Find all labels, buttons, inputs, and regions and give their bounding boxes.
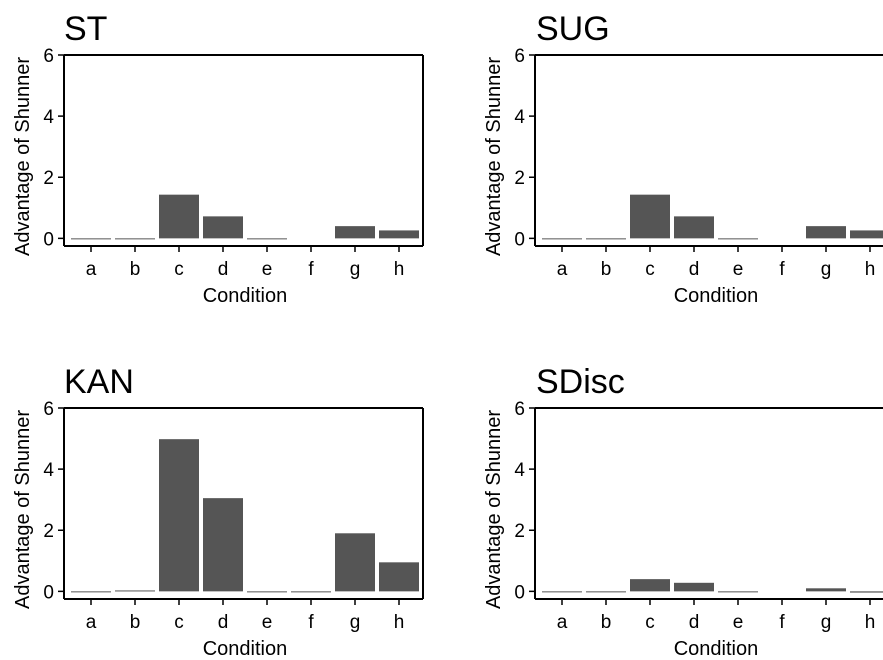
y-tick-label: 4 bbox=[514, 460, 525, 481]
x-tick-label: f bbox=[308, 612, 314, 633]
y-tick-label: 6 bbox=[514, 399, 525, 420]
bar-c bbox=[630, 194, 670, 239]
x-tick-label: e bbox=[262, 259, 273, 280]
y-axis-label: Advantage of Shunner bbox=[483, 410, 505, 609]
bar-e bbox=[247, 238, 287, 240]
x-tick-label: d bbox=[218, 259, 229, 280]
y-axis-label: Advantage of Shunner bbox=[483, 57, 505, 256]
bar-d bbox=[674, 216, 714, 239]
x-axis-label: Condition bbox=[203, 285, 288, 307]
bar-g bbox=[335, 533, 375, 592]
x-tick-label: h bbox=[394, 259, 405, 280]
bar-e bbox=[247, 591, 287, 593]
chart-panel-1: ST a b c d e f g h 0 2 4 6 Condition Advantage of Shun… bbox=[12, 10, 424, 307]
bar-g bbox=[335, 226, 375, 239]
bar-d bbox=[674, 582, 714, 592]
x-tick-label: c bbox=[174, 612, 184, 633]
y-tick-label: 6 bbox=[43, 399, 54, 420]
x-axis-label: Condition bbox=[203, 638, 288, 660]
bar-d bbox=[203, 216, 243, 239]
y-tick-label: 6 bbox=[514, 46, 525, 67]
y-tick-label: 2 bbox=[514, 521, 525, 542]
x-tick-label: a bbox=[86, 259, 97, 280]
y-tick-label: 0 bbox=[43, 229, 54, 250]
panel-title: SUG bbox=[536, 10, 610, 48]
y-tick-label: 4 bbox=[514, 107, 525, 128]
x-tick-label: b bbox=[601, 612, 612, 633]
y-tick-label: 0 bbox=[514, 582, 525, 603]
x-tick-label: c bbox=[645, 612, 655, 633]
bar-f bbox=[291, 591, 331, 593]
x-tick-label: e bbox=[733, 612, 744, 633]
y-tick-label: 2 bbox=[514, 168, 525, 189]
bar-h bbox=[850, 591, 883, 593]
bar-h bbox=[850, 230, 883, 239]
bar-a bbox=[71, 238, 111, 240]
x-axis-label: Condition bbox=[674, 285, 759, 307]
y-tick-label: 6 bbox=[43, 46, 54, 67]
x-tick-label: f bbox=[308, 259, 314, 280]
y-tick-label: 0 bbox=[514, 229, 525, 250]
x-tick-label: d bbox=[218, 612, 229, 633]
x-tick-label: d bbox=[689, 259, 700, 280]
x-tick-label: d bbox=[689, 612, 700, 633]
y-tick-label: 4 bbox=[43, 460, 54, 481]
bar-e bbox=[718, 591, 758, 593]
y-tick-label: 0 bbox=[43, 582, 54, 603]
bar-c bbox=[159, 194, 199, 239]
x-axis-label: Condition bbox=[674, 638, 759, 660]
bar-b bbox=[586, 591, 626, 593]
x-tick-label: e bbox=[262, 612, 273, 633]
x-tick-label: g bbox=[350, 612, 361, 633]
x-tick-label: a bbox=[86, 612, 97, 633]
bar-h bbox=[379, 562, 419, 592]
chart-panel-4: SDisc a b c d e f g h 0 2 4 6 Condition Advantage of S… bbox=[483, 363, 883, 660]
bar-c bbox=[159, 439, 199, 592]
bar-c bbox=[630, 579, 670, 592]
x-tick-label: e bbox=[733, 259, 744, 280]
panel-title: SDisc bbox=[536, 363, 625, 401]
x-tick-label: c bbox=[645, 259, 655, 280]
x-tick-label: f bbox=[779, 612, 785, 633]
bar-e bbox=[718, 238, 758, 240]
x-tick-label: g bbox=[821, 612, 832, 633]
bar-b bbox=[115, 590, 155, 592]
panel-title: ST bbox=[64, 10, 107, 48]
y-tick-label: 2 bbox=[43, 521, 54, 542]
bar-d bbox=[203, 498, 243, 592]
y-tick-label: 4 bbox=[43, 107, 54, 128]
x-tick-label: h bbox=[865, 259, 876, 280]
bar-a bbox=[542, 591, 582, 593]
bar-g bbox=[806, 226, 846, 239]
x-tick-label: b bbox=[130, 612, 141, 633]
x-tick-label: h bbox=[394, 612, 405, 633]
x-tick-label: b bbox=[601, 259, 612, 280]
y-axis-label: Advantage of Shunner bbox=[12, 57, 34, 256]
x-tick-label: a bbox=[557, 612, 568, 633]
x-tick-label: g bbox=[350, 259, 361, 280]
x-tick-label: g bbox=[821, 259, 832, 280]
y-axis-label: Advantage of Shunner bbox=[12, 410, 34, 609]
chart-panel-3: KAN a b c d e f g h 0 2 4 6 Condition Advantage of Shu… bbox=[12, 363, 424, 660]
bar-b bbox=[586, 238, 626, 240]
bar-h bbox=[379, 230, 419, 239]
x-tick-label: a bbox=[557, 259, 568, 280]
x-tick-label: b bbox=[130, 259, 141, 280]
panel-title: KAN bbox=[64, 363, 134, 401]
chart-panel-2: SUG a b c d e f g h 0 2 4 6 Condition Advantage of Shu… bbox=[483, 10, 883, 307]
bar-a bbox=[71, 591, 111, 593]
bar-b bbox=[115, 238, 155, 240]
x-tick-label: h bbox=[865, 612, 876, 633]
bar-g bbox=[806, 588, 846, 592]
bar-a bbox=[542, 238, 582, 240]
x-tick-label: c bbox=[174, 259, 184, 280]
x-tick-label: f bbox=[779, 259, 785, 280]
y-tick-label: 2 bbox=[43, 168, 54, 189]
